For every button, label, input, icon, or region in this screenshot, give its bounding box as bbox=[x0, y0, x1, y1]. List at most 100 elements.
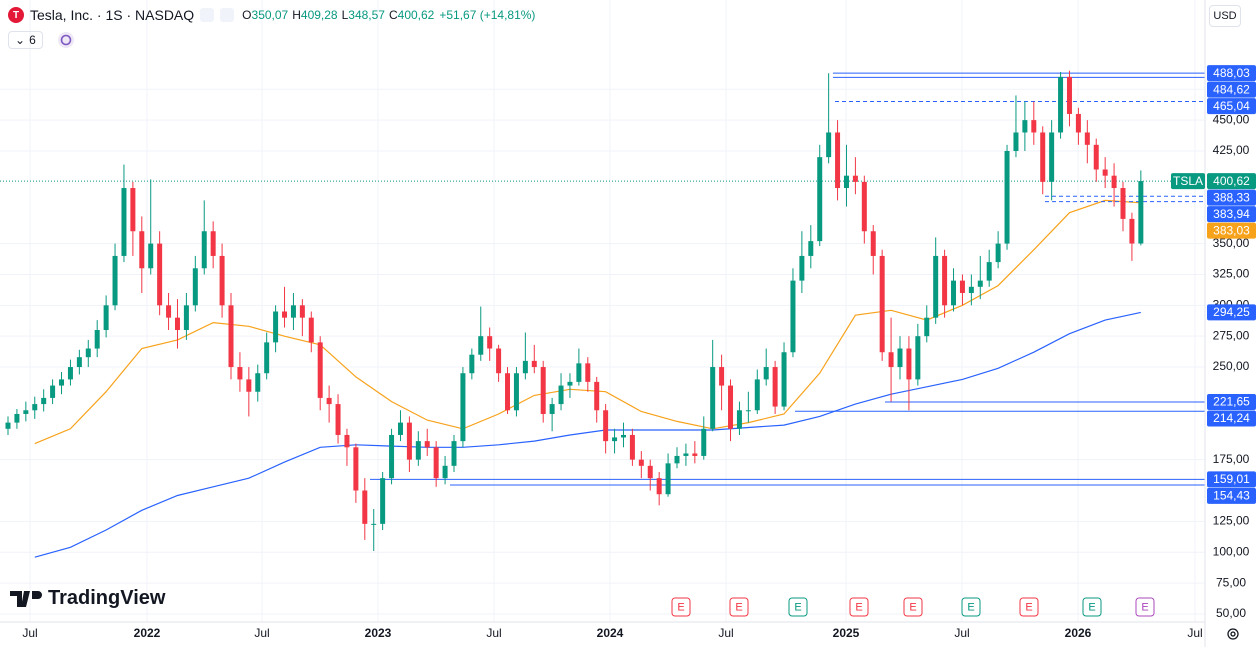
ohlc-value: 409,28 bbox=[300, 8, 338, 22]
refresh-icon[interactable] bbox=[57, 31, 75, 49]
price-badge-label: 388,33 bbox=[1213, 190, 1250, 204]
earnings-marker[interactable] bbox=[671, 597, 691, 617]
candle-body bbox=[1031, 120, 1037, 133]
indicator-row: ⌄ 6 bbox=[8, 31, 75, 49]
candle-body bbox=[166, 305, 172, 318]
candle-body bbox=[638, 459, 644, 466]
price-change: +51,67 (+14,81%) bbox=[439, 8, 536, 22]
moving-average bbox=[34, 199, 1141, 445]
y-tick-label: 250,00 bbox=[1213, 359, 1250, 373]
ohlc: O350,07 H409,28 L348,57 C400,62 bbox=[238, 8, 434, 22]
candle-body bbox=[1058, 76, 1064, 133]
x-tick-label: 2026 bbox=[1065, 626, 1092, 640]
moving-average bbox=[34, 311, 1141, 558]
candle-body bbox=[790, 280, 796, 353]
candle-body bbox=[719, 367, 725, 386]
price-badge bbox=[1207, 81, 1256, 98]
candle-body bbox=[736, 410, 742, 429]
y-tick-label: 350,00 bbox=[1213, 236, 1250, 250]
earnings-marker[interactable] bbox=[849, 597, 869, 617]
brand-logo bbox=[10, 590, 42, 607]
price-badge-label: 488,03 bbox=[1213, 66, 1250, 80]
candle-body bbox=[808, 241, 814, 256]
candle-body bbox=[1066, 76, 1072, 114]
candle-body bbox=[594, 381, 600, 411]
candle-body bbox=[50, 385, 56, 398]
candle-body bbox=[1022, 120, 1028, 133]
earnings-label: E bbox=[909, 601, 916, 613]
symbol-title[interactable]: Tesla, Inc. · 1S · NASDAQ bbox=[30, 7, 195, 23]
candle-body bbox=[995, 243, 1001, 263]
settings-icon[interactable] bbox=[1227, 628, 1239, 640]
candle-body bbox=[335, 404, 341, 435]
earnings-marker[interactable] bbox=[1135, 597, 1155, 617]
y-tick-label: 175,00 bbox=[1213, 452, 1250, 466]
candle-body bbox=[674, 455, 680, 464]
candle-body bbox=[112, 255, 118, 306]
earnings-marker[interactable] bbox=[1019, 597, 1039, 617]
indicator-toggle[interactable]: ⌄ 6 bbox=[8, 31, 43, 49]
price-badge bbox=[1207, 471, 1256, 488]
candle-body bbox=[745, 410, 751, 412]
y-tick-label: 50,00 bbox=[1216, 606, 1246, 620]
earnings-marker[interactable] bbox=[1082, 597, 1102, 617]
candle-body bbox=[1093, 144, 1099, 170]
earnings-marker[interactable] bbox=[729, 597, 749, 617]
price-badge bbox=[1207, 222, 1256, 239]
candle-body bbox=[157, 243, 163, 306]
candle-body bbox=[397, 422, 403, 435]
price-badge-label: 465,04 bbox=[1213, 99, 1250, 113]
candle-body bbox=[906, 348, 912, 380]
x-tick-label: 2025 bbox=[833, 626, 860, 640]
candle-body bbox=[406, 422, 412, 460]
candle-body bbox=[585, 363, 591, 382]
candle-body bbox=[897, 348, 903, 368]
y-tick-label: 275,00 bbox=[1213, 328, 1250, 342]
earnings-label: E bbox=[794, 601, 801, 613]
candle-body bbox=[754, 379, 760, 411]
candle-body bbox=[692, 453, 698, 456]
candle-body bbox=[326, 397, 332, 405]
price-badge bbox=[1207, 487, 1256, 504]
candle-body bbox=[629, 434, 635, 460]
candle-body bbox=[192, 268, 198, 306]
candle-body bbox=[505, 373, 511, 411]
candle-body bbox=[1120, 188, 1126, 219]
candle-body bbox=[139, 231, 145, 269]
candle-body bbox=[496, 348, 502, 374]
candle-body bbox=[683, 453, 689, 456]
candle-body bbox=[888, 352, 894, 368]
x-tick-label: Jul bbox=[954, 626, 969, 640]
earnings-marker[interactable] bbox=[903, 597, 923, 617]
candle-body bbox=[986, 262, 992, 281]
currency-button[interactable]: USD bbox=[1209, 5, 1241, 27]
symbol-badge bbox=[1171, 173, 1205, 190]
earnings-marker[interactable] bbox=[961, 597, 981, 617]
candle-body bbox=[103, 305, 109, 331]
candle-body bbox=[817, 157, 823, 242]
candle-body bbox=[317, 342, 323, 398]
candle-body bbox=[799, 255, 805, 281]
earnings-marker[interactable] bbox=[788, 597, 808, 617]
candle-body bbox=[665, 463, 671, 495]
compare-icon[interactable] bbox=[220, 8, 235, 22]
price-badge bbox=[1207, 304, 1256, 321]
price-badge-label: 383,03 bbox=[1213, 223, 1250, 237]
candle-body bbox=[255, 373, 261, 392]
candle-body bbox=[389, 434, 395, 479]
price-badge-label: 400,62 bbox=[1213, 174, 1250, 188]
candle-body bbox=[728, 385, 734, 429]
x-tick-label: Jul bbox=[22, 626, 37, 640]
x-tick-label: 2022 bbox=[134, 626, 161, 640]
candle-body bbox=[59, 379, 65, 386]
candle-body bbox=[371, 523, 377, 525]
candle-body bbox=[576, 363, 582, 382]
price-badge bbox=[1207, 65, 1256, 82]
hide-icon[interactable] bbox=[200, 8, 215, 22]
candle-body bbox=[344, 434, 350, 448]
candle-body bbox=[540, 367, 546, 414]
ohlc-value: 400,62 bbox=[397, 8, 435, 22]
price-badge bbox=[1207, 189, 1256, 206]
